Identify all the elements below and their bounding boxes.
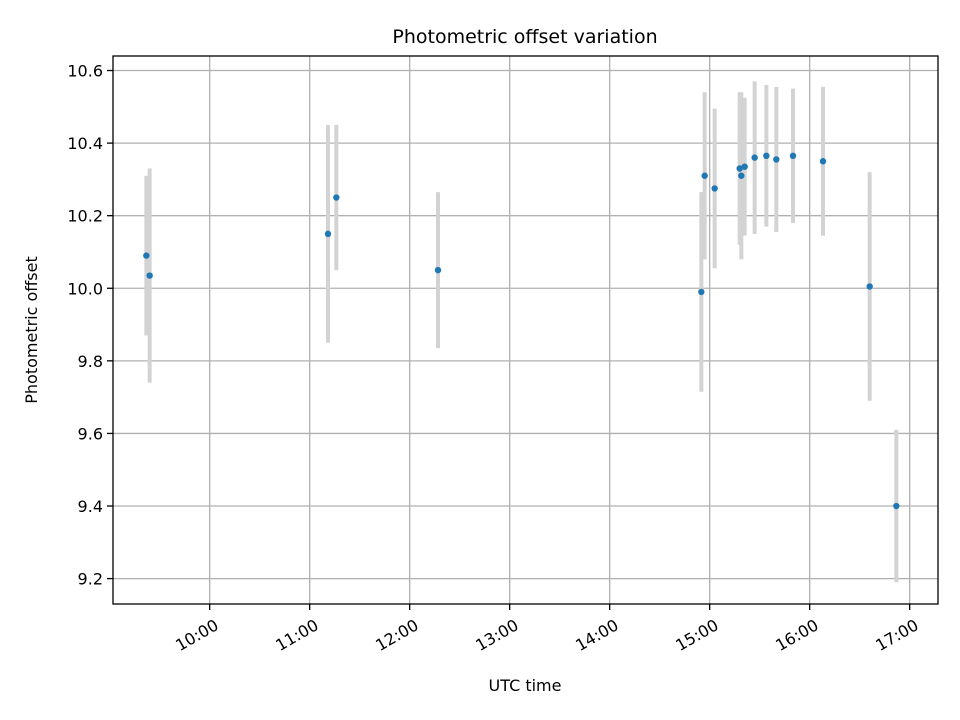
y-tick-label: 10.4 [67,134,103,153]
data-point [698,288,705,296]
grid [113,56,938,604]
data-point [773,156,780,163]
plot-frame [112,55,939,605]
data-point [434,266,442,274]
data-point [741,163,748,170]
data-point [143,252,150,259]
data-point [333,194,340,201]
data-point [763,152,770,160]
data-point [701,172,708,179]
data-point [324,230,332,238]
x-axis-label: UTC time [489,676,562,695]
data-point [736,165,743,172]
data-point [146,272,153,279]
data-point [789,152,797,160]
data-point [711,185,718,192]
data-point [819,158,827,165]
data-point [893,502,900,510]
y-tick-label: 9.6 [78,424,103,443]
data-point [738,172,745,179]
y-tick-label: 9.2 [78,570,103,589]
data-points [143,152,900,510]
y-tick-label: 9.4 [78,497,103,516]
y-tick-label: 10.2 [67,207,103,226]
y-tick-label: 9.8 [78,352,103,371]
data-point [866,283,873,290]
chart-title: Photometric offset variation [392,26,657,48]
data-point [751,154,758,161]
y-axis-label: Photometric offset [22,256,41,404]
y-tick-label: 10.0 [67,279,103,298]
y-axis-ticks: 9.2 9.4 9.6 9.8 10.0 10.2 10.4 10.6 [67,62,113,589]
y-tick-label: 10.6 [67,62,103,81]
